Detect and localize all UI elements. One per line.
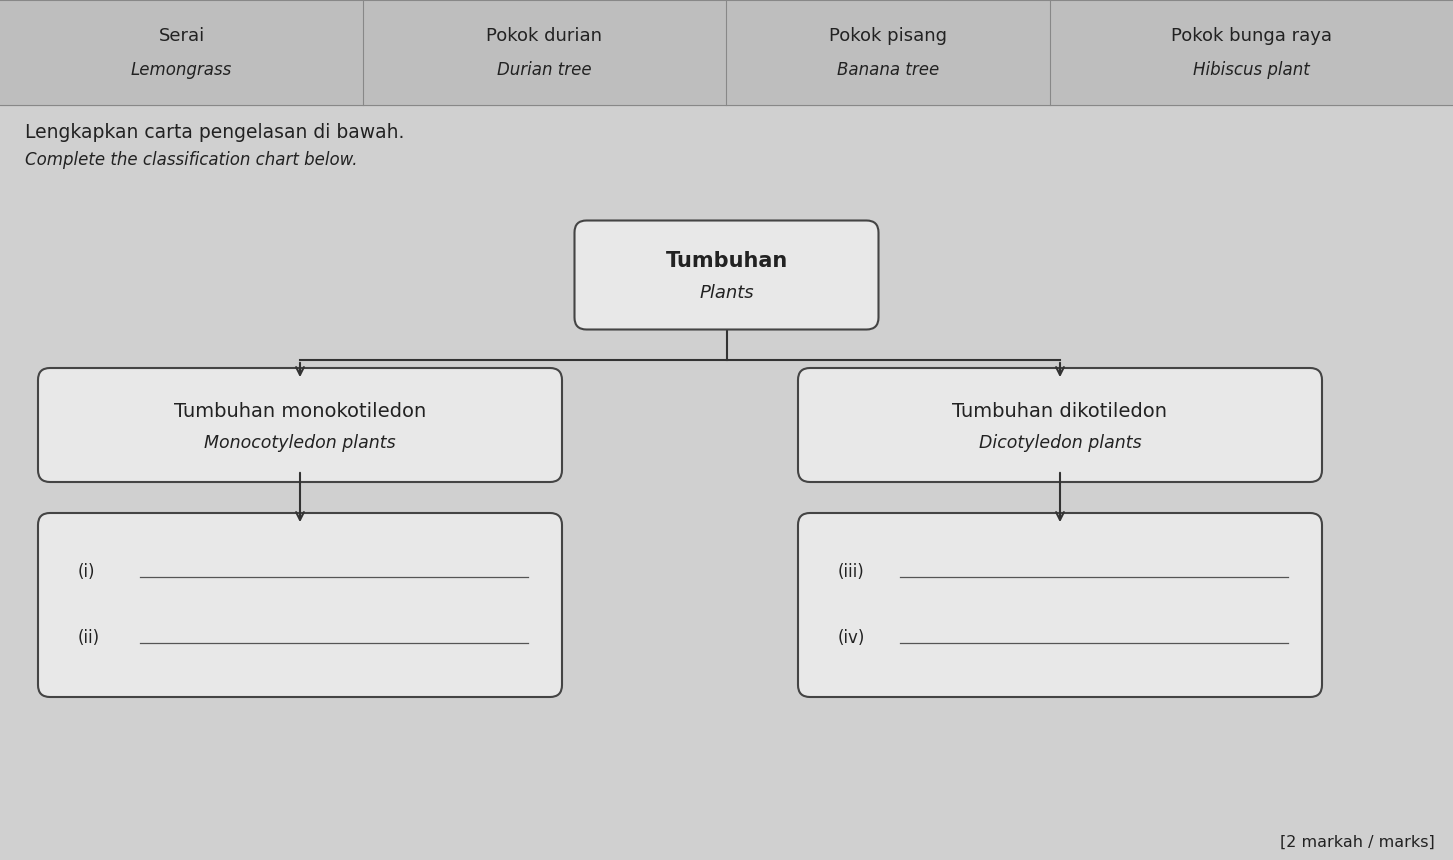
Text: Monocotyledon plants: Monocotyledon plants <box>205 434 395 452</box>
Text: Dicotyledon plants: Dicotyledon plants <box>979 434 1141 452</box>
Text: Pokok pisang: Pokok pisang <box>830 27 947 45</box>
Text: (iv): (iv) <box>838 629 866 647</box>
Text: Tumbuhan dikotiledon: Tumbuhan dikotiledon <box>953 402 1168 421</box>
Text: (ii): (ii) <box>78 629 100 647</box>
Text: Tumbuhan: Tumbuhan <box>665 251 788 271</box>
Text: Durian tree: Durian tree <box>497 60 591 78</box>
Text: Plants: Plants <box>699 284 754 302</box>
FancyBboxPatch shape <box>38 368 562 482</box>
FancyBboxPatch shape <box>38 513 562 697</box>
FancyBboxPatch shape <box>798 368 1322 482</box>
Text: Serai: Serai <box>158 27 205 45</box>
Text: [2 markah / marks]: [2 markah / marks] <box>1280 834 1436 850</box>
Text: Lemongrass: Lemongrass <box>131 60 232 78</box>
Text: (i): (i) <box>78 563 96 581</box>
FancyBboxPatch shape <box>574 220 879 329</box>
Bar <box>0 0 1453 105</box>
Text: Pokok durian: Pokok durian <box>487 27 603 45</box>
Text: Lengkapkan carta pengelasan di bawah.: Lengkapkan carta pengelasan di bawah. <box>25 122 404 142</box>
Text: Banana tree: Banana tree <box>837 60 939 78</box>
FancyBboxPatch shape <box>798 513 1322 697</box>
Text: Complete the classification chart below.: Complete the classification chart below. <box>25 151 357 169</box>
Text: Pokok bunga raya: Pokok bunga raya <box>1171 27 1332 45</box>
Text: Hibiscus plant: Hibiscus plant <box>1193 60 1309 78</box>
Text: (iii): (iii) <box>838 563 865 581</box>
Text: Tumbuhan monokotiledon: Tumbuhan monokotiledon <box>174 402 426 421</box>
